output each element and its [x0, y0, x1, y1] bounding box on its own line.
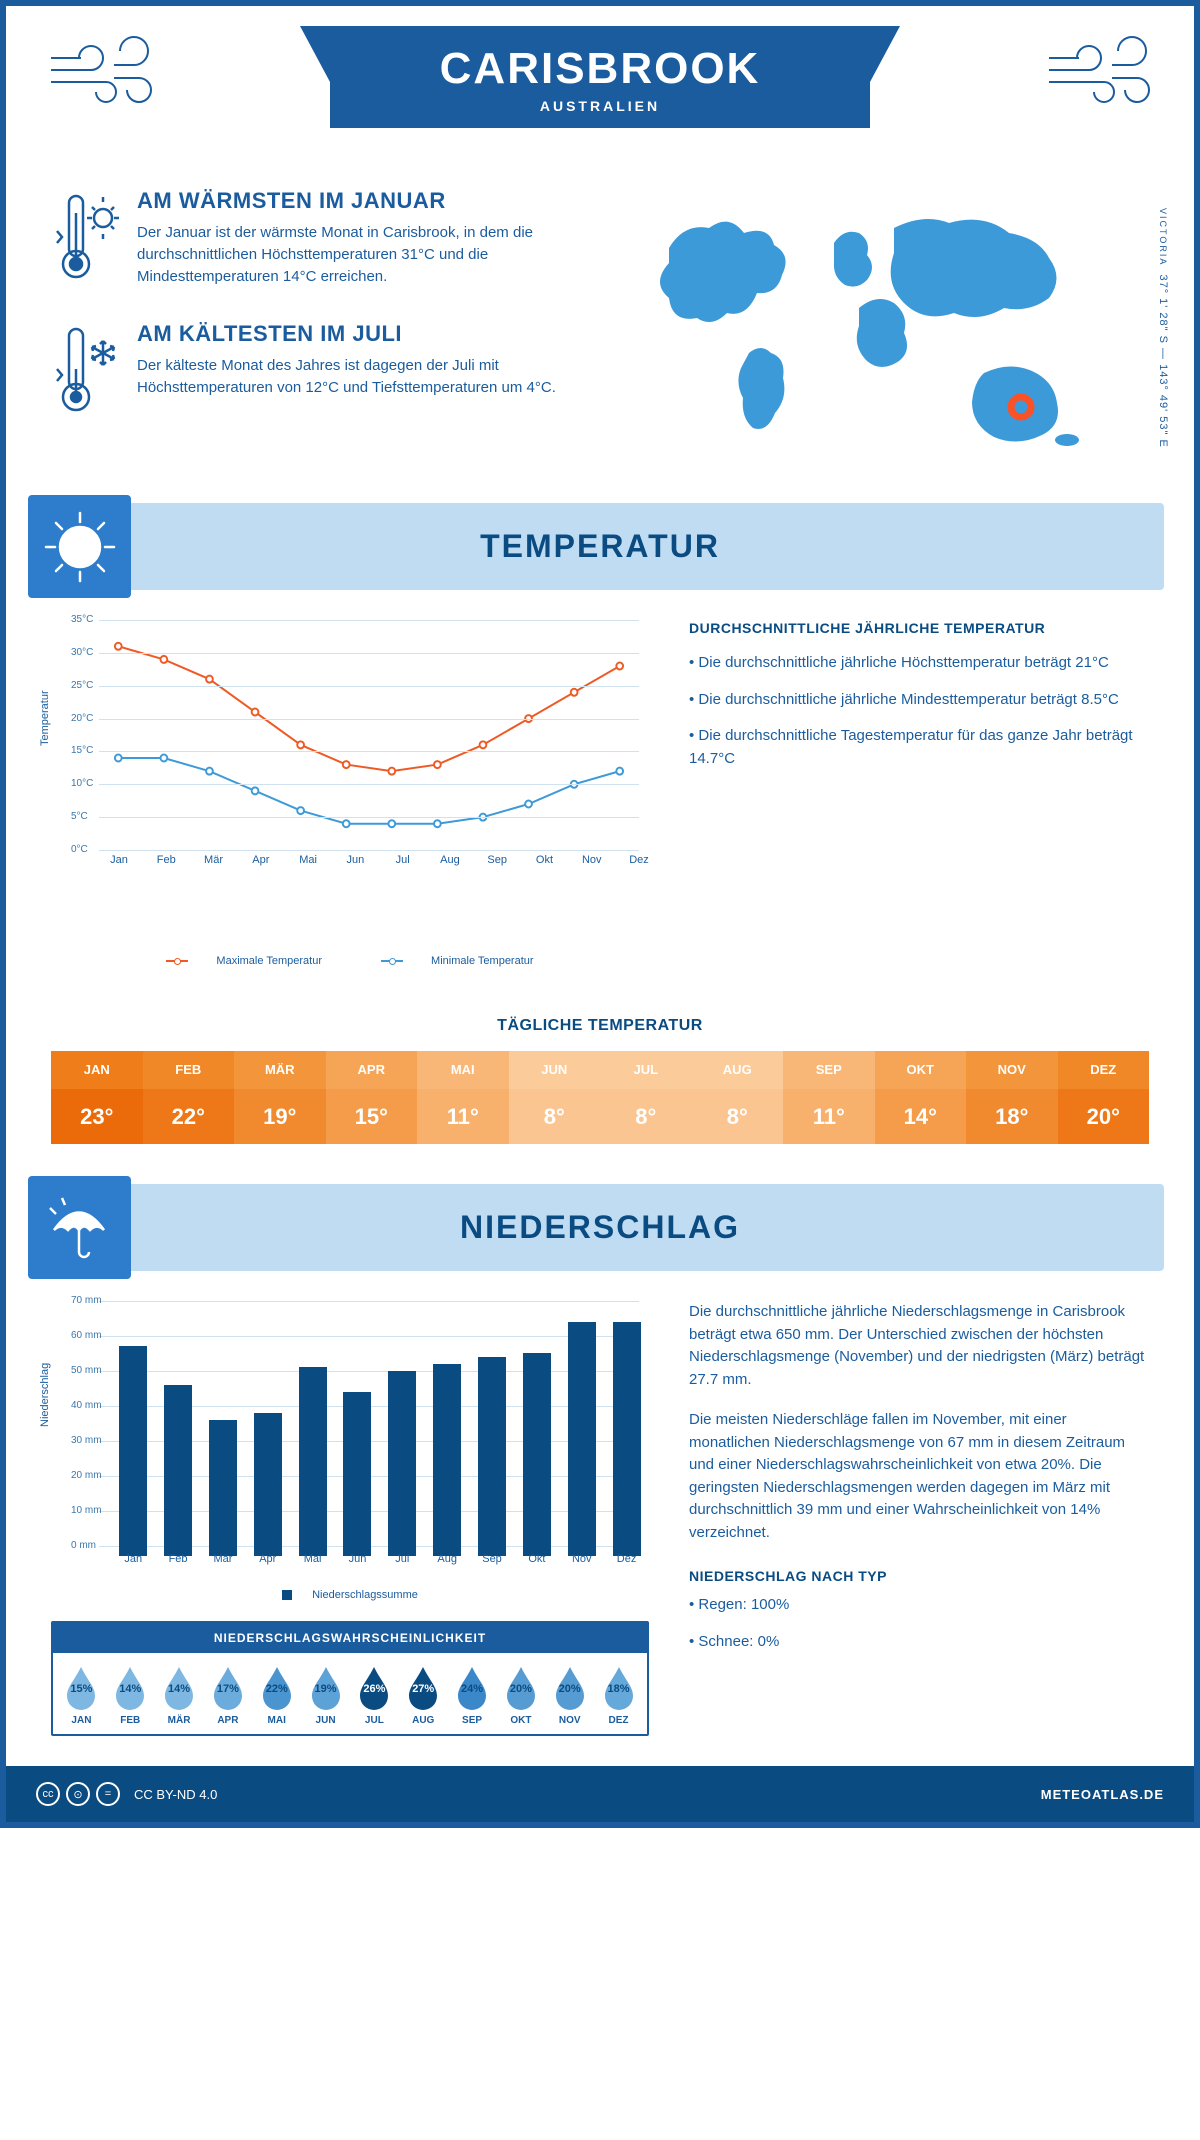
- temp-col: FEB22°: [143, 1051, 235, 1144]
- temp-bullet: • Die durchschnittliche jährliche Mindes…: [689, 689, 1149, 712]
- precip-type-bullet: • Schnee: 0%: [689, 1631, 1149, 1654]
- precip-type-title: NIEDERSCHLAG NACH TYP: [689, 1568, 1149, 1584]
- temp-bullet: • Die durchschnittliche jährliche Höchst…: [689, 652, 1149, 675]
- thermometer-snow-icon: [51, 321, 121, 426]
- prob-title: NIEDERSCHLAGSWAHRSCHEINLICHKEIT: [53, 1623, 647, 1653]
- temperature-line-chart: Temperatur 0°C5°C10°C15°C20°C25°C30°C35°…: [51, 620, 649, 967]
- cc-icons: cc⊙=: [36, 1782, 120, 1806]
- precip-probability-box: NIEDERSCHLAGSWAHRSCHEINLICHKEIT 15% JAN …: [51, 1621, 649, 1736]
- umbrella-icon: [28, 1176, 131, 1279]
- precip-text-2: Die meisten Niederschläge fallen im Nove…: [689, 1409, 1149, 1544]
- temp-col: DEZ20°: [1058, 1051, 1150, 1144]
- wind-icon: [1044, 30, 1154, 105]
- precip-bar: [254, 1413, 282, 1557]
- precip-bar: [343, 1392, 371, 1557]
- precip-ylabel: Niederschlag: [39, 1363, 51, 1427]
- temp-info-heading: DURCHSCHNITTLICHE JÄHRLICHE TEMPERATUR: [689, 620, 1149, 636]
- prob-cell: 27% AUG: [399, 1663, 448, 1726]
- thermometer-sun-icon: [51, 188, 121, 293]
- precip-bar: [523, 1353, 551, 1556]
- daily-temp-title: TÄGLICHE TEMPERATUR: [6, 1017, 1194, 1035]
- precip-bar: [613, 1322, 641, 1557]
- temp-col: SEP11°: [783, 1051, 875, 1144]
- temp-col: APR15°: [326, 1051, 418, 1144]
- sun-icon: [28, 495, 131, 598]
- prob-cell: 19% JUN: [301, 1663, 350, 1726]
- warmest-title: AM WÄRMSTEN IM JANUAR: [137, 188, 589, 214]
- temperature-title: TEMPERATUR: [480, 528, 720, 565]
- coordinates: 37° 1' 28" S — 143° 49' 53" E: [1157, 274, 1169, 447]
- coldest-block: AM KÄLTESTEN IM JULI Der kälteste Monat …: [51, 321, 589, 426]
- temp-col: JUN8°: [509, 1051, 601, 1144]
- footer: cc⊙= CC BY-ND 4.0 METEOATLAS.DE: [6, 1766, 1194, 1822]
- precip-bar: [209, 1420, 237, 1557]
- prob-cell: 17% APR: [203, 1663, 252, 1726]
- precip-bar-chart: Niederschlag 0 mm10 mm20 mm30 mm40 mm50 …: [51, 1301, 649, 1581]
- precip-bar: [299, 1367, 327, 1556]
- prob-cell: 26% JUL: [350, 1663, 399, 1726]
- wind-icon: [46, 30, 156, 105]
- precip-bar: [433, 1364, 461, 1557]
- temp-bullet: • Die durchschnittliche Tagestemperatur …: [689, 725, 1149, 770]
- country-name: AUSTRALIEN: [330, 98, 870, 114]
- license-label: CC BY-ND 4.0: [134, 1787, 217, 1802]
- world-map-svg: [619, 188, 1109, 468]
- region-label: VICTORIA: [1158, 208, 1168, 266]
- precip-legend: Niederschlagssumme: [51, 1589, 649, 1601]
- temp-col: AUG8°: [692, 1051, 784, 1144]
- precip-bar: [568, 1322, 596, 1557]
- header: CARISBROOK AUSTRALIEN: [6, 6, 1194, 158]
- city-name: CARISBROOK: [330, 44, 870, 94]
- precip-bar: [478, 1357, 506, 1557]
- temp-ylabel: Temperatur: [39, 690, 51, 746]
- temperature-banner: TEMPERATUR: [36, 503, 1164, 590]
- prob-cell: 18% DEZ: [594, 1663, 643, 1726]
- title-ribbon: CARISBROOK AUSTRALIEN: [330, 26, 870, 128]
- prob-cell: 20% OKT: [496, 1663, 545, 1726]
- prob-cell: 15% JAN: [57, 1663, 106, 1726]
- coldest-text: Der kälteste Monat des Jahres ist dagege…: [137, 355, 589, 399]
- precip-bar: [164, 1385, 192, 1557]
- precip-banner: NIEDERSCHLAG: [36, 1184, 1164, 1271]
- temp-col: JAN23°: [51, 1051, 143, 1144]
- precip-bar: [119, 1346, 147, 1556]
- intro-section: AM WÄRMSTEN IM JANUAR Der Januar ist der…: [6, 158, 1194, 503]
- prob-cell: 14% MÄR: [155, 1663, 204, 1726]
- warmest-text: Der Januar ist der wärmste Monat in Cari…: [137, 222, 589, 287]
- prob-cell: 14% FEB: [106, 1663, 155, 1726]
- prob-cell: 20% NOV: [545, 1663, 594, 1726]
- precip-type-bullet: • Regen: 100%: [689, 1594, 1149, 1617]
- temp-legend: Maximale Temperatur Minimale Temperatur: [51, 955, 649, 967]
- temp-col: JUL8°: [600, 1051, 692, 1144]
- prob-cell: 24% SEP: [448, 1663, 497, 1726]
- site-name: METEOATLAS.DE: [1041, 1787, 1164, 1802]
- precip-bar: [388, 1371, 416, 1557]
- prob-cell: 22% MAI: [252, 1663, 301, 1726]
- warmest-block: AM WÄRMSTEN IM JANUAR Der Januar ist der…: [51, 188, 589, 293]
- precip-title: NIEDERSCHLAG: [460, 1209, 740, 1246]
- world-map: VICTORIA 37° 1' 28" S — 143° 49' 53" E: [619, 188, 1149, 473]
- temp-col: OKT14°: [875, 1051, 967, 1144]
- temp-col: MÄR19°: [234, 1051, 326, 1144]
- temp-col: NOV18°: [966, 1051, 1058, 1144]
- precip-text-1: Die durchschnittliche jährliche Niedersc…: [689, 1301, 1149, 1391]
- temp-col: MAI11°: [417, 1051, 509, 1144]
- coldest-title: AM KÄLTESTEN IM JULI: [137, 321, 589, 347]
- daily-temp-table: JAN23°FEB22°MÄR19°APR15°MAI11°JUN8°JUL8°…: [51, 1051, 1149, 1144]
